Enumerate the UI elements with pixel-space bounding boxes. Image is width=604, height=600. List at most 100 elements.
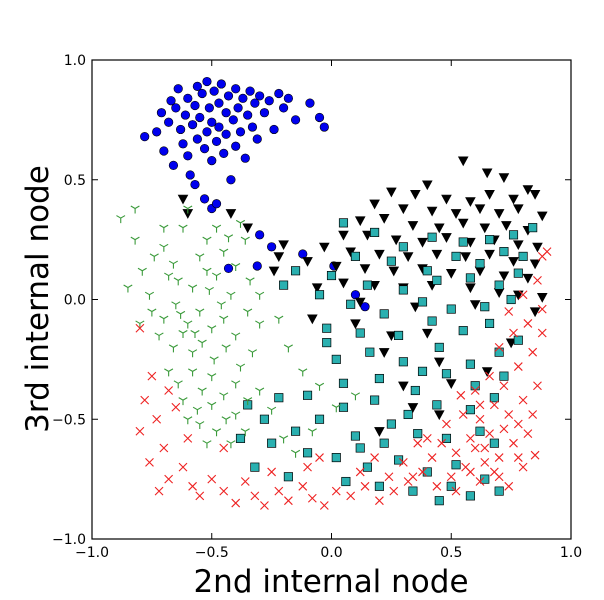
data-point <box>303 390 313 400</box>
data-point <box>365 347 375 357</box>
data-point <box>508 257 519 267</box>
data-point <box>290 115 301 125</box>
data-point <box>355 443 365 453</box>
data-point <box>259 108 270 118</box>
series-square <box>235 218 538 506</box>
data-point <box>528 347 538 357</box>
data-point <box>426 206 438 217</box>
data-point <box>264 96 274 106</box>
data-point <box>530 450 540 460</box>
data-point <box>465 283 476 294</box>
data-point <box>451 460 461 470</box>
data-point <box>243 397 253 406</box>
data-point <box>188 481 197 491</box>
data-point <box>437 438 447 448</box>
data-point <box>279 280 289 290</box>
data-point <box>523 429 533 439</box>
data-point <box>298 368 308 377</box>
data-point <box>493 288 505 298</box>
data-point <box>314 382 325 391</box>
data-point <box>219 248 229 257</box>
data-point <box>513 240 524 251</box>
data-point <box>398 357 408 367</box>
data-point <box>159 315 169 324</box>
data-point <box>154 332 164 341</box>
data-point <box>314 290 325 300</box>
data-point <box>375 496 384 506</box>
data-point <box>235 127 246 137</box>
data-point <box>164 386 174 395</box>
data-point <box>355 328 365 338</box>
data-point <box>456 390 466 400</box>
data-point <box>403 409 413 420</box>
data-point <box>533 275 542 285</box>
y-tick-label: 0.5 <box>64 173 86 189</box>
data-point <box>267 438 277 448</box>
data-point <box>398 204 409 215</box>
data-point <box>386 256 396 266</box>
data-point <box>499 381 509 391</box>
data-point <box>370 395 380 405</box>
data-point <box>410 385 420 396</box>
data-point <box>532 242 543 253</box>
data-point <box>494 453 504 462</box>
data-point <box>394 455 404 465</box>
y-tick-label: −1.0 <box>52 532 86 548</box>
data-point <box>178 462 188 472</box>
data-point <box>178 224 188 233</box>
data-point <box>192 406 202 415</box>
data-point <box>268 266 280 277</box>
data-point <box>513 453 523 462</box>
data-point <box>398 381 409 392</box>
data-point <box>460 252 471 263</box>
data-point <box>498 173 510 183</box>
data-point <box>474 204 486 215</box>
data-point <box>211 224 222 233</box>
data-point <box>446 481 456 491</box>
data-point <box>379 438 389 448</box>
data-point <box>410 190 421 200</box>
data-point <box>418 467 427 477</box>
data-point <box>177 194 189 205</box>
data-point <box>180 110 191 120</box>
data-point <box>398 457 408 467</box>
data-point <box>513 362 523 371</box>
data-point <box>192 134 202 144</box>
data-point <box>291 266 301 276</box>
data-point <box>346 491 356 501</box>
data-point <box>433 223 445 234</box>
data-point <box>307 314 318 325</box>
data-point <box>458 326 468 336</box>
data-point <box>504 481 514 491</box>
data-point <box>485 318 495 328</box>
data-point <box>379 309 389 319</box>
data-point <box>199 144 210 154</box>
data-point <box>235 433 246 443</box>
data-point <box>144 291 155 300</box>
data-point <box>386 331 397 342</box>
data-point <box>509 438 518 448</box>
data-point <box>394 330 404 340</box>
data-point <box>240 428 250 437</box>
data-point <box>504 410 514 419</box>
data-point <box>195 421 205 430</box>
data-point <box>209 86 219 96</box>
data-point <box>498 271 510 282</box>
data-point <box>338 378 349 388</box>
data-point <box>494 280 504 290</box>
data-point <box>298 249 308 259</box>
data-point <box>154 486 164 496</box>
data-point <box>245 277 255 286</box>
data-point <box>243 110 253 120</box>
data-point <box>522 185 534 195</box>
data-point <box>413 429 423 439</box>
data-point <box>164 272 174 281</box>
data-point <box>542 247 552 256</box>
data-point <box>242 223 253 234</box>
data-point <box>338 278 349 289</box>
data-point <box>322 323 332 333</box>
data-point <box>494 472 504 482</box>
data-point <box>273 252 285 263</box>
data-point <box>508 194 519 205</box>
data-point <box>499 247 509 257</box>
